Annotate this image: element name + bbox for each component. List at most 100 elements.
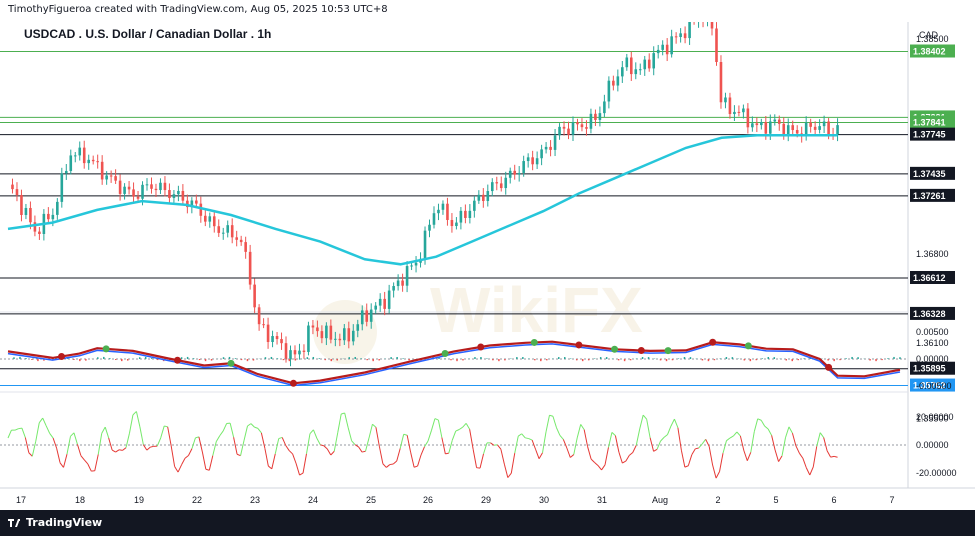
currency-label: CAD bbox=[919, 30, 939, 40]
candle-body bbox=[154, 188, 158, 191]
oscillator-segment bbox=[535, 449, 540, 459]
oscillator-segment bbox=[271, 453, 276, 469]
oscillator-segment bbox=[344, 412, 349, 428]
candle-body bbox=[293, 350, 297, 355]
oscillator-segment bbox=[552, 416, 557, 428]
candle-body bbox=[594, 113, 597, 120]
oscillator-segment bbox=[382, 463, 387, 468]
oscillator-tick-0: 20.00000 bbox=[916, 412, 954, 422]
oscillator-segment bbox=[49, 433, 54, 439]
oscillator-segment bbox=[483, 442, 488, 454]
oscillator-segment bbox=[170, 445, 176, 467]
candle-body bbox=[836, 125, 839, 135]
oscillator-segment bbox=[108, 437, 113, 451]
candle-body bbox=[661, 44, 664, 50]
oscillator-segment bbox=[399, 434, 405, 449]
candle-body bbox=[78, 147, 82, 156]
candle-body bbox=[607, 80, 611, 102]
oscillator-segment bbox=[326, 448, 332, 456]
candle-body bbox=[387, 290, 391, 309]
oscillator-segment bbox=[14, 428, 19, 431]
oscillator-segment bbox=[302, 453, 307, 474]
oscillator-segment bbox=[70, 432, 75, 437]
oscillator-segment bbox=[42, 417, 47, 427]
oscillator-segment bbox=[635, 428, 641, 446]
oscillator-segment bbox=[386, 464, 391, 468]
oscillator-segment bbox=[826, 450, 832, 458]
oscillator-segment bbox=[191, 437, 196, 449]
oscillator-segment bbox=[101, 426, 106, 434]
candle-body bbox=[29, 207, 32, 223]
oscillator-segment bbox=[83, 459, 89, 465]
candle-body bbox=[450, 219, 454, 227]
level-label-bg-4 bbox=[910, 166, 955, 180]
oscillator-segment bbox=[188, 448, 193, 456]
oscillator-tick-2: -20.00000 bbox=[916, 468, 957, 478]
candle-body bbox=[603, 101, 606, 114]
oscillator-segment bbox=[260, 432, 266, 449]
candle-body bbox=[477, 194, 481, 201]
oscillator-segment bbox=[753, 418, 759, 432]
macd-tick-2: -0.00500 bbox=[916, 381, 952, 391]
candle-body bbox=[777, 119, 781, 124]
candle-body bbox=[24, 207, 28, 215]
candle-body bbox=[751, 123, 754, 128]
oscillator-segment bbox=[802, 458, 807, 468]
candle-body bbox=[60, 173, 64, 202]
oscillator-segment bbox=[125, 433, 130, 448]
oscillator-segment bbox=[465, 423, 471, 430]
candle-body bbox=[239, 239, 243, 243]
oscillator-segment bbox=[687, 454, 693, 466]
candle-body bbox=[638, 69, 642, 71]
time-tick-11: Aug bbox=[652, 495, 668, 505]
candle-body bbox=[51, 214, 55, 220]
oscillator-segment bbox=[254, 426, 259, 429]
oscillator-segment bbox=[514, 436, 519, 454]
oscillator-tick-1: 0.00000 bbox=[916, 440, 949, 450]
candle-body bbox=[168, 190, 171, 198]
level-label-bg-5 bbox=[910, 188, 955, 202]
oscillator-segment bbox=[167, 426, 172, 446]
candle-body bbox=[109, 175, 113, 177]
tradingview-chart[interactable]: WikiFX 1.384021.378811.378411.377451.374… bbox=[0, 22, 975, 510]
oscillator-segment bbox=[323, 445, 328, 450]
candle-body bbox=[221, 232, 225, 234]
oscillator-segment bbox=[24, 437, 30, 453]
oscillator-segment bbox=[417, 454, 422, 467]
candle-body bbox=[56, 201, 59, 215]
oscillator-segment bbox=[174, 466, 179, 473]
oscillator-segment bbox=[503, 463, 509, 478]
macd-cross-dot bbox=[58, 352, 66, 360]
oscillator-segment bbox=[788, 426, 793, 434]
oscillator-segment bbox=[222, 423, 228, 432]
oscillator-segment bbox=[424, 440, 429, 447]
oscillator-segment bbox=[18, 427, 22, 430]
candle-body bbox=[562, 126, 566, 129]
candle-body bbox=[553, 135, 557, 150]
candle-body bbox=[473, 200, 476, 211]
oscillator-segment bbox=[274, 438, 280, 454]
oscillator-segment bbox=[52, 437, 58, 449]
candle-body bbox=[544, 146, 548, 150]
oscillator-segment bbox=[705, 439, 710, 447]
level-label-bg-6 bbox=[910, 270, 955, 284]
candle-body bbox=[719, 62, 723, 103]
candle-body bbox=[728, 97, 732, 115]
level-label-8: 1.35895 bbox=[913, 364, 946, 374]
oscillator-segment bbox=[73, 432, 78, 445]
oscillator-segment bbox=[87, 463, 92, 472]
candle-body bbox=[504, 177, 508, 189]
oscillator-segment bbox=[767, 428, 773, 436]
oscillator-segment bbox=[451, 430, 457, 441]
oscillator-segment bbox=[156, 437, 162, 447]
oscillator-segment bbox=[715, 471, 720, 479]
candle-body bbox=[343, 328, 346, 341]
price-tick-1: 1.36800 bbox=[916, 249, 949, 259]
oscillator-segment bbox=[590, 458, 595, 463]
oscillator-segment bbox=[28, 452, 33, 457]
oscillator-segment bbox=[583, 429, 589, 447]
oscillator-segment bbox=[601, 464, 606, 471]
oscillator-segment bbox=[545, 415, 550, 433]
oscillator-segment bbox=[594, 462, 599, 466]
oscillator-segment bbox=[201, 451, 207, 470]
